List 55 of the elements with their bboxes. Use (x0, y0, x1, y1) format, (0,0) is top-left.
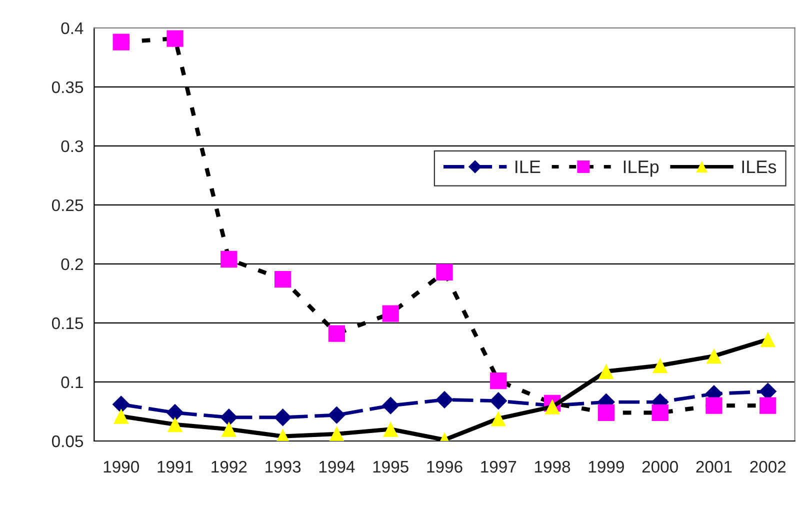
x-tick-label: 2002 (750, 460, 786, 473)
point (112, 396, 130, 414)
point (382, 305, 399, 322)
x-tick-label: 1995 (373, 460, 408, 473)
point (436, 390, 454, 409)
x-tick-label: 1993 (266, 460, 301, 473)
point (382, 396, 400, 414)
y-tick-label: 0.4 (61, 22, 84, 34)
point (652, 404, 668, 422)
point (382, 422, 398, 437)
point (490, 410, 506, 426)
y-tick-label: 0.1 (61, 376, 83, 388)
legend-label: ILEs (742, 160, 776, 174)
point (598, 404, 615, 422)
point (220, 408, 238, 426)
point (274, 270, 292, 288)
x-tick-label: 1990 (104, 460, 139, 473)
x-tick-label: 1996 (427, 460, 462, 473)
point (167, 416, 183, 432)
y-tick-label: 0.25 (52, 199, 84, 212)
point (652, 358, 668, 374)
x-tick-label: 1998 (535, 460, 570, 473)
y-tick-label: 0.05 (52, 435, 84, 448)
point (706, 397, 722, 414)
point (544, 399, 560, 414)
y-tick-label: 0.35 (52, 81, 84, 94)
point (112, 34, 130, 50)
point (760, 397, 776, 414)
point (274, 408, 292, 426)
point (329, 426, 344, 441)
point (166, 30, 184, 47)
point (221, 422, 237, 437)
point (328, 325, 346, 342)
x-tick-label: 1992 (212, 460, 247, 473)
x-tick-label: 2001 (696, 460, 732, 473)
legend-label: ILEp (624, 160, 659, 177)
y-tick-label: 0.2 (61, 258, 83, 270)
point (598, 364, 614, 380)
point (436, 264, 453, 281)
y-tick-label: 0.15 (52, 317, 84, 330)
x-tick-label: 1994 (319, 460, 355, 473)
y-tick-label: 0.3 (61, 140, 84, 152)
point (760, 332, 776, 348)
x-tick-label: 1991 (158, 460, 193, 473)
x-tick-label: 2000 (642, 460, 678, 473)
x-tick-label: 1997 (481, 460, 516, 473)
x-tick-label: 1999 (588, 460, 624, 473)
point (328, 406, 346, 424)
point (220, 250, 238, 268)
point (490, 392, 508, 410)
point (706, 348, 722, 364)
legend-label: ILE (516, 160, 540, 174)
point (113, 408, 129, 424)
point (490, 372, 507, 390)
point (166, 404, 184, 422)
